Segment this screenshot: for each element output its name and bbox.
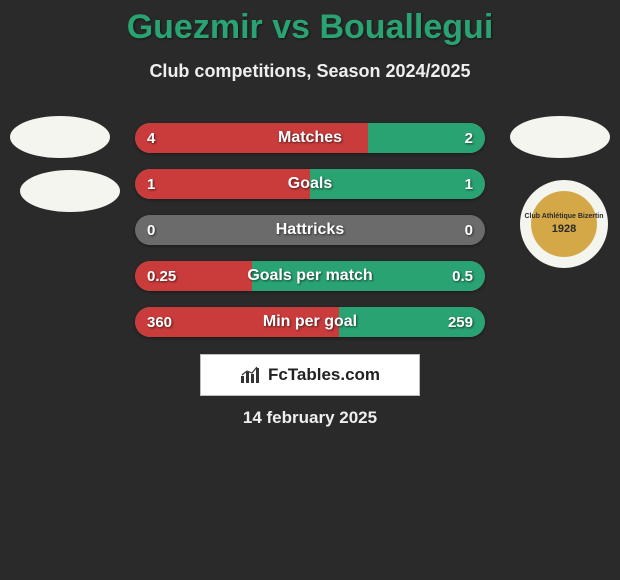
stat-value-left: 1 (147, 169, 155, 199)
club-badge-name: Club Athlétique Bizertin (524, 213, 603, 221)
stat-row: Goals1 1 (135, 169, 485, 199)
player-badge-left-2 (20, 170, 120, 212)
club-badge-year: 1928 (524, 223, 603, 235)
stat-value-left: 4 (147, 123, 155, 153)
club-badge-right: Club Athlétique Bizertin 1928 (520, 180, 608, 268)
bar-chart-icon (240, 366, 262, 384)
stat-value-left: 0 (147, 215, 155, 245)
stats-container: Matches4 2 Goals1 1 Hattricks0 0 Goals per mat… (135, 123, 485, 353)
stat-value-right: 0.5 (452, 261, 473, 291)
footer-brand: FcTables.com (268, 365, 380, 385)
page-title: Guezmir vs Bouallegui (0, 0, 620, 47)
stat-value-left: 360 (147, 307, 172, 337)
title-vs: vs (263, 8, 320, 46)
stat-label: Goals (135, 169, 485, 199)
stat-value-left: 0.25 (147, 261, 176, 291)
stat-row: Min per goal360 259 (135, 307, 485, 337)
stat-value-right: 0 (465, 215, 473, 245)
stat-label: Hattricks (135, 215, 485, 245)
stat-row: Hattricks0 0 (135, 215, 485, 245)
stat-row: Matches4 2 (135, 123, 485, 153)
player-badge-right-1 (510, 116, 610, 158)
stat-value-right: 1 (465, 169, 473, 199)
title-player-left: Guezmir (127, 8, 263, 46)
stat-value-right: 259 (448, 307, 473, 337)
stat-label: Goals per match (135, 261, 485, 291)
player-badge-left-1 (10, 116, 110, 158)
title-player-right: Bouallegui (319, 8, 493, 46)
stat-label: Min per goal (135, 307, 485, 337)
footer-banner: FcTables.com (200, 354, 420, 396)
stat-row: Goals per match0.25 0.5 (135, 261, 485, 291)
footer-date: 14 february 2025 (0, 408, 620, 428)
subtitle: Club competitions, Season 2024/2025 (0, 61, 620, 82)
stat-value-right: 2 (465, 123, 473, 153)
stat-label: Matches (135, 123, 485, 153)
